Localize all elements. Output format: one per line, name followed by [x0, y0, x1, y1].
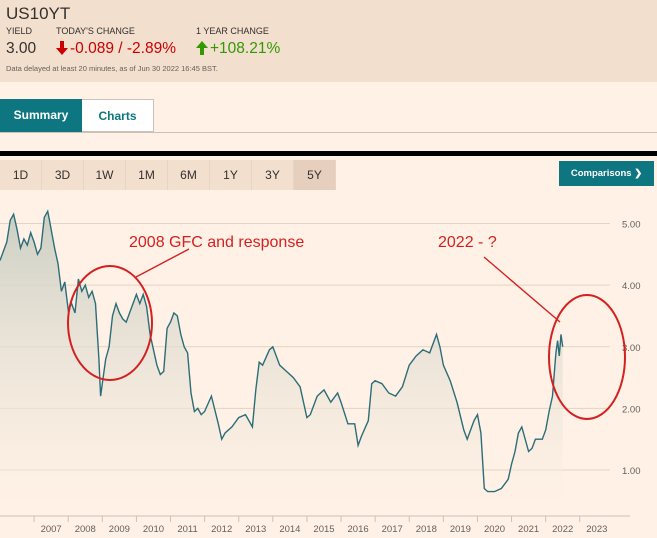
- y-tick-label: 3.00: [622, 343, 641, 354]
- arrow-down-icon: [56, 41, 68, 55]
- symbol-title: US10YT: [6, 4, 71, 23]
- x-tick-label: 2017: [382, 524, 403, 535]
- range-1d-button[interactable]: 1D: [0, 160, 42, 190]
- tab-charts[interactable]: Charts: [82, 99, 154, 132]
- annotations: 2008 GFC and response 2022 - ?: [67, 234, 626, 420]
- x-tick-label: 2022: [552, 524, 573, 535]
- yield-value: 3.00: [6, 40, 37, 57]
- annotation-2022-circle: [548, 294, 626, 420]
- x-axis: 2007 2008 2009 2010 2011 2012 2013 2014 2015 2016…: [0, 515, 630, 535]
- data-delay-note: Data delayed at least 20 minutes, as of …: [6, 64, 218, 73]
- annotation-2022-pointer: [483, 256, 561, 323]
- y-tick-label: 4.00: [622, 281, 641, 292]
- yield-chart: 5.00 4.00 3.00 2.00 1.00 2007 2008 2009 2010 201…: [0, 209, 641, 535]
- range-3d-button[interactable]: 3D: [42, 160, 84, 190]
- x-tick-label: 2023: [586, 524, 607, 535]
- x-tick-label: 2014: [279, 524, 300, 535]
- x-tick-label: 2021: [518, 524, 539, 535]
- x-tick-label: 2019: [450, 524, 471, 535]
- chart-area-fill: [0, 211, 563, 507]
- y-tick-label: 2.00: [622, 404, 641, 415]
- todays-change-text: -0.089 / -2.89%: [70, 40, 176, 57]
- arrow-up-icon: [196, 41, 208, 55]
- year-change-value: +108.21%: [196, 40, 280, 58]
- range-1y-button[interactable]: 1Y: [210, 160, 252, 190]
- todays-change-value: -0.089 / -2.89%: [56, 40, 176, 58]
- quote-header: US10YT YIELD TODAY'S CHANGE 1 YEAR CHANG…: [0, 0, 657, 82]
- comparisons-button[interactable]: Comparisons ❯: [559, 161, 654, 186]
- x-tick-label: 2015: [313, 524, 334, 535]
- annotation-gfc-pointer: [135, 248, 190, 278]
- x-tick-label: 2012: [211, 524, 232, 535]
- annotation-gfc-text: 2008 GFC and response: [129, 234, 304, 251]
- x-tick-label: 2008: [75, 524, 96, 535]
- range-1m-button[interactable]: 1M: [126, 160, 168, 190]
- annotation-2022-text: 2022 - ?: [438, 234, 497, 251]
- x-tick-label: 2010: [143, 524, 164, 535]
- x-tick-label: 2007: [41, 524, 62, 535]
- x-tick-label: 2020: [484, 524, 505, 535]
- x-tick-label: 2013: [245, 524, 266, 535]
- y-axis: 5.00 4.00 3.00 2.00 1.00: [622, 219, 641, 477]
- year-change-label: 1 YEAR CHANGE: [196, 26, 269, 36]
- y-tick-label: 1.00: [622, 466, 641, 477]
- range-6m-button[interactable]: 6M: [168, 160, 210, 190]
- range-5y-button[interactable]: 5Y: [294, 160, 336, 190]
- range-1w-button[interactable]: 1W: [84, 160, 126, 190]
- chevron-right-icon: ❯: [634, 168, 643, 179]
- annotation-gfc-circle: [67, 265, 153, 381]
- year-change-text: +108.21%: [210, 40, 281, 57]
- x-tick-label: 2016: [348, 524, 369, 535]
- yield-label: YIELD: [6, 26, 33, 36]
- x-tick-label: 2011: [177, 524, 197, 535]
- range-3y-button[interactable]: 3Y: [252, 160, 294, 190]
- section-rule: [0, 151, 657, 156]
- comparisons-label: Comparisons: [570, 168, 632, 179]
- tab-summary[interactable]: Summary: [0, 99, 82, 132]
- x-tick-label: 2018: [416, 524, 437, 535]
- x-tick-label: 2009: [109, 524, 130, 535]
- todays-change-label: TODAY'S CHANGE: [56, 26, 135, 36]
- tabs-divider: [0, 132, 657, 133]
- y-tick-label: 5.00: [622, 219, 641, 230]
